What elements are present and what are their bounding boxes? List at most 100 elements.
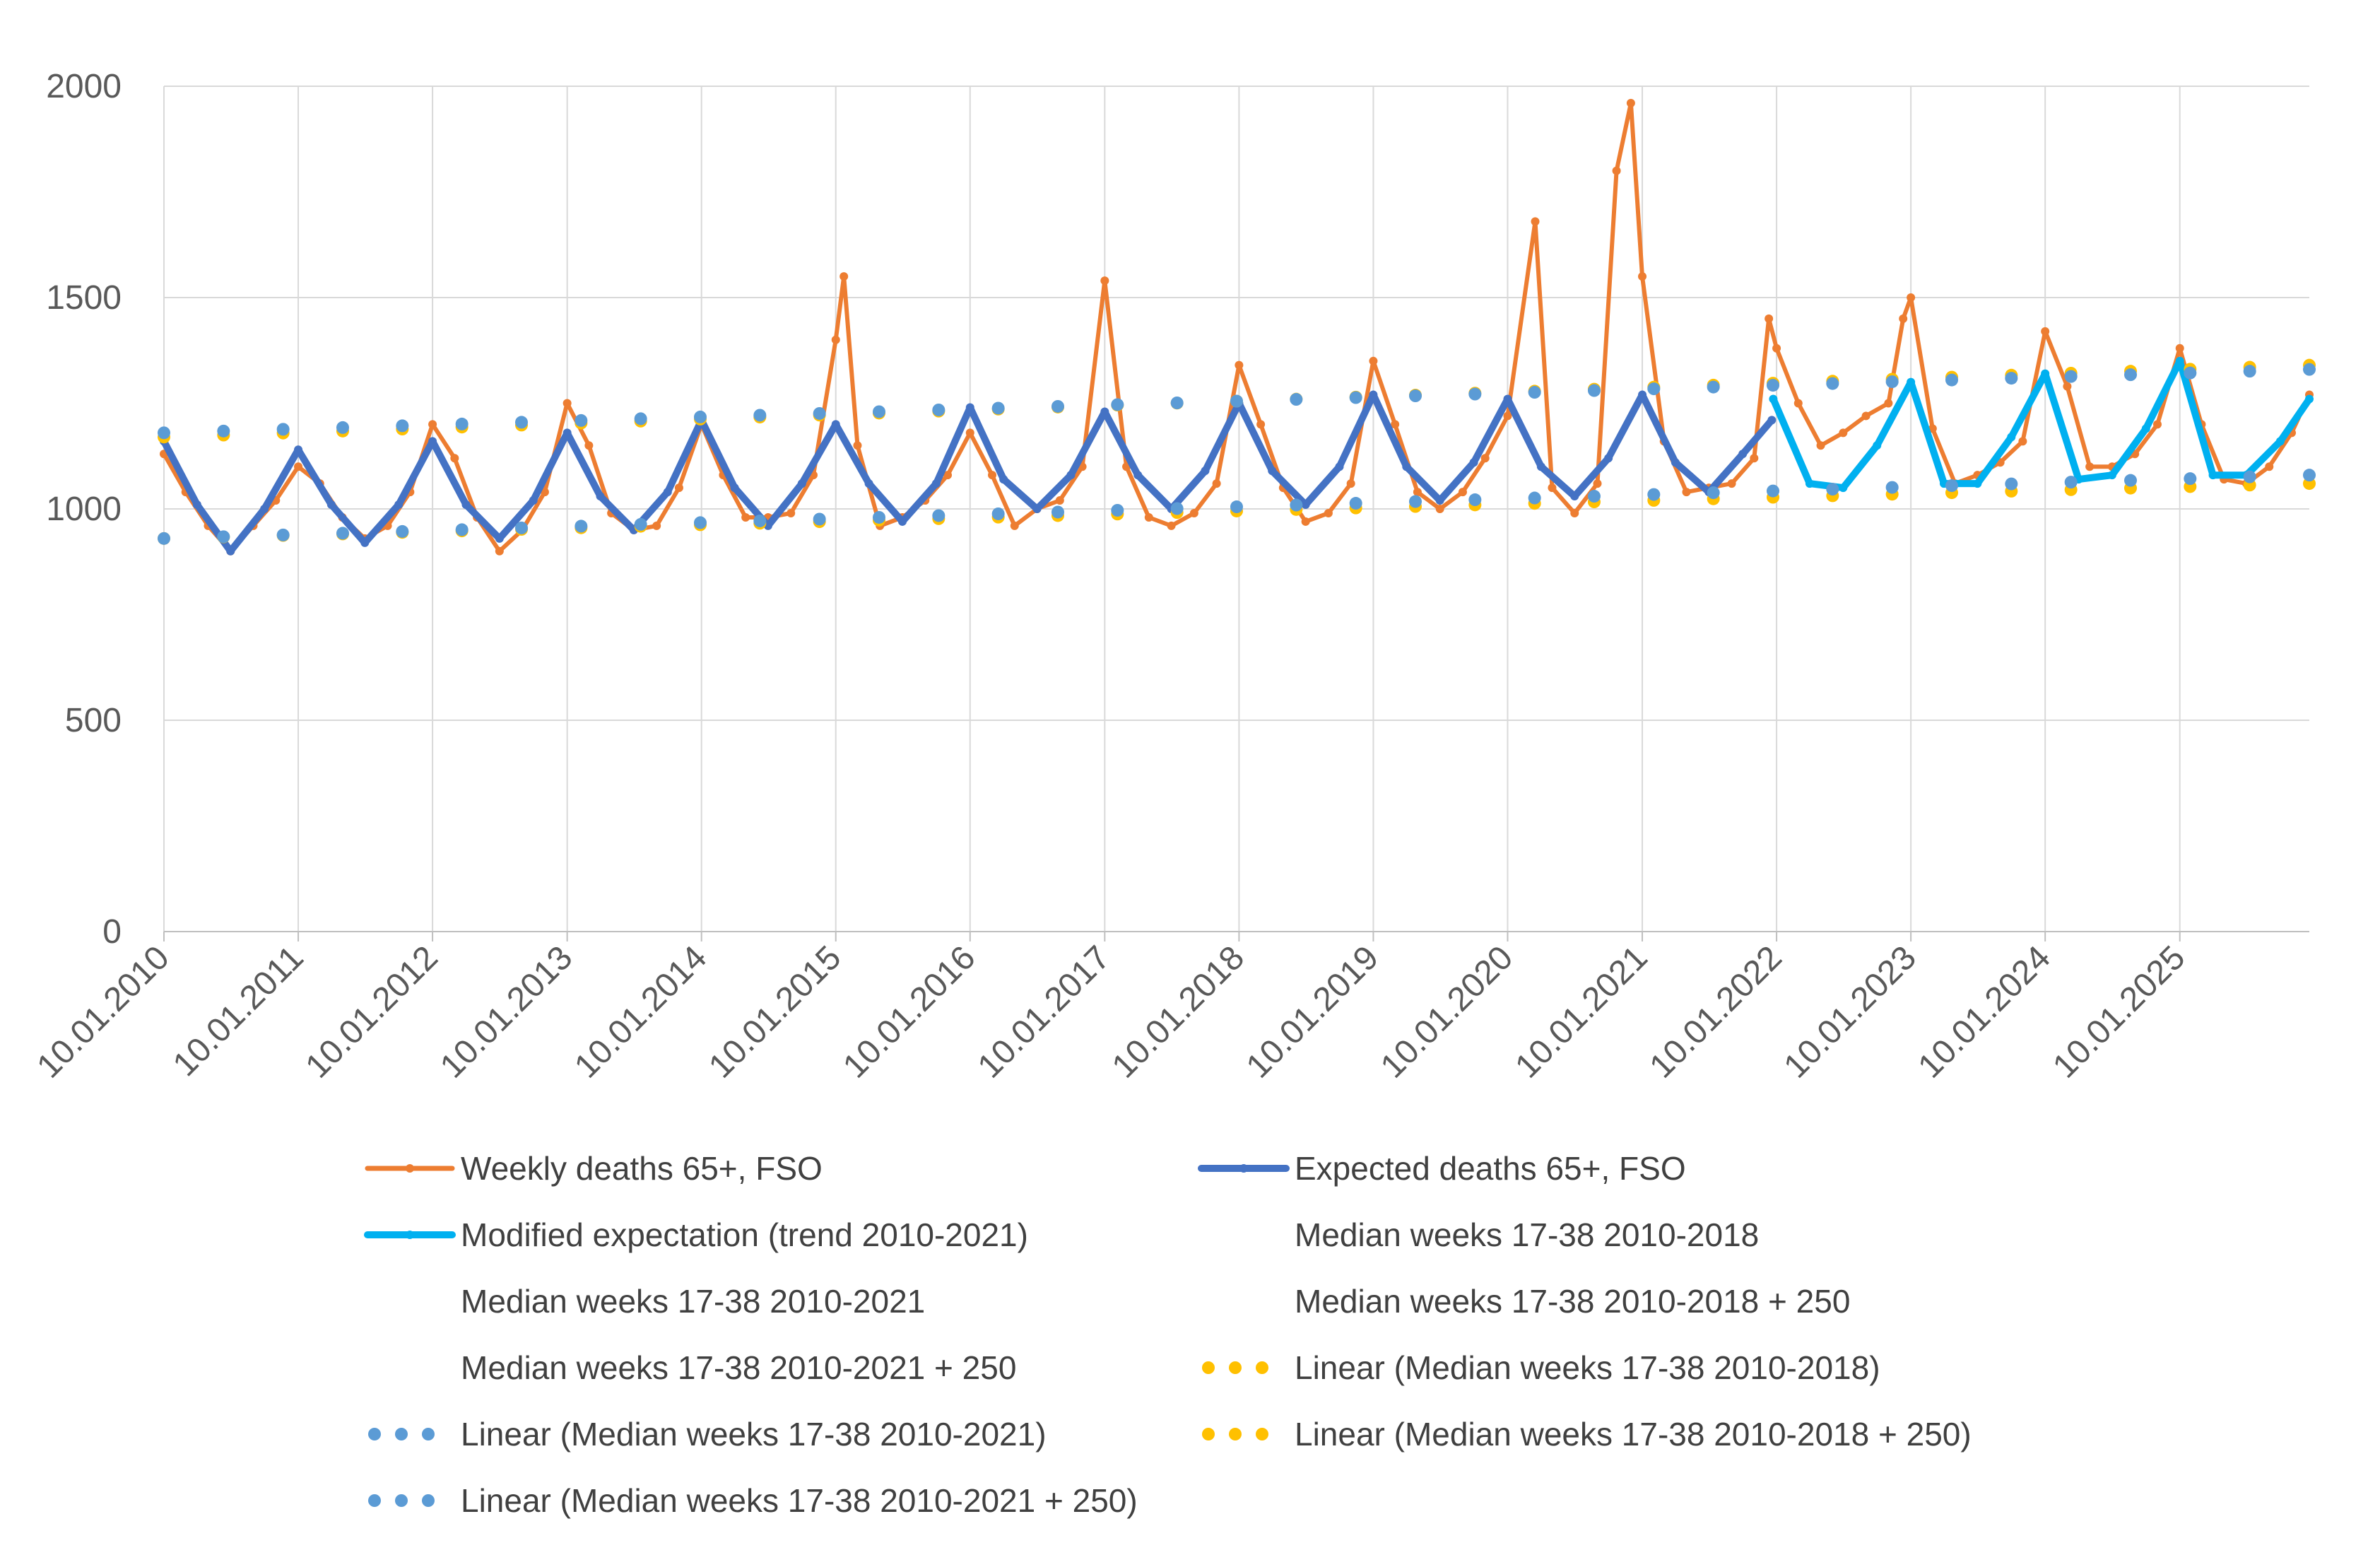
trendline-dot — [1111, 398, 1124, 411]
trendline-dot — [1826, 483, 1839, 496]
data-point — [294, 462, 303, 471]
trendline-dot — [515, 521, 528, 534]
data-point — [529, 496, 538, 505]
trendline-dot — [1647, 382, 1661, 396]
data-point — [394, 500, 403, 510]
data-point — [1604, 454, 1613, 463]
data-point — [1861, 411, 1871, 421]
data-point — [2175, 356, 2184, 365]
trendline-dot — [1647, 488, 1661, 501]
data-point — [294, 445, 303, 454]
trendline-dot — [1468, 493, 1482, 507]
data-point — [1531, 217, 1540, 226]
data-point — [226, 546, 235, 556]
trendline-dot — [276, 528, 290, 541]
trendline-dot — [694, 516, 707, 529]
data-point — [1671, 458, 1680, 467]
y-tick-label: 1000 — [46, 491, 122, 528]
data-point — [2265, 462, 2274, 471]
data-point — [1793, 399, 1803, 408]
trendline-dot — [634, 517, 647, 531]
data-point — [596, 492, 605, 501]
trendline-dot — [1170, 397, 1184, 410]
data-point — [1167, 521, 1176, 530]
data-point — [1738, 450, 1748, 459]
trendline-dot — [575, 413, 588, 427]
legend-swatch-dot — [422, 1494, 435, 1507]
trendline-dot — [873, 405, 885, 418]
data-point — [2041, 369, 2050, 378]
legend-swatch-dot — [1202, 1361, 1215, 1374]
trendline-dot — [158, 532, 170, 545]
data-point — [428, 420, 437, 429]
data-point — [797, 479, 806, 488]
plot-area — [158, 98, 2316, 556]
data-point — [1503, 411, 1512, 421]
data-point — [1458, 488, 1467, 497]
trendline-dot — [276, 423, 290, 436]
data-point — [1235, 360, 1244, 370]
data-point — [1212, 479, 1221, 488]
trendline-dot — [1409, 495, 1422, 508]
data-point — [741, 512, 750, 522]
data-point — [1839, 483, 1848, 493]
data-point — [1765, 314, 1774, 323]
trendline-dot — [455, 417, 469, 430]
legend-label: Expected deaths 65+, FSO — [1295, 1150, 1686, 1187]
data-point — [1907, 293, 1916, 302]
trendline-dot — [2184, 366, 2197, 380]
data-point — [1189, 508, 1198, 517]
y-tick-label: 0 — [102, 913, 122, 951]
legend-label: Linear (Median weeks 17-38 2010-2018) — [1295, 1349, 1880, 1386]
legend-swatch-dot — [1229, 1361, 1242, 1374]
data-point — [1032, 505, 1042, 513]
data-point — [495, 546, 504, 556]
data-point — [1010, 521, 1019, 530]
data-point — [2275, 437, 2285, 446]
trendline-dot — [396, 524, 409, 538]
legend-swatch-marker — [1239, 1164, 1248, 1173]
trendline-dot — [2124, 474, 2137, 487]
data-point — [562, 428, 572, 438]
data-point — [663, 488, 672, 497]
trendline-dot — [2124, 368, 2137, 382]
legend-swatch-dot — [1229, 1428, 1242, 1440]
trendline-dot — [1051, 505, 1064, 519]
data-point — [897, 517, 907, 526]
data-point — [1907, 377, 1916, 387]
data-point — [1268, 466, 1277, 476]
data-point — [1435, 496, 1444, 505]
trendline-dot — [1230, 394, 1243, 408]
data-point — [1435, 505, 1444, 513]
data-point — [831, 335, 840, 344]
data-point — [1201, 466, 1210, 476]
data-point — [1570, 492, 1579, 501]
trendline-dot — [932, 403, 945, 416]
data-point — [2152, 420, 2162, 429]
legend-label: Median weeks 17-38 2010-2018 — [1295, 1216, 1759, 1253]
trendline-dot — [2005, 477, 2018, 491]
data-point — [1324, 508, 1333, 517]
trendline-dot — [2184, 472, 2197, 486]
trendline-dot — [2243, 365, 2256, 378]
data-point — [1884, 399, 1893, 408]
legend: Weekly deaths 65+, FSO Expected deaths 65… — [364, 1150, 1972, 1519]
data-point — [965, 403, 974, 412]
trendline-dot — [873, 510, 885, 524]
data-point — [1301, 500, 1310, 510]
data-point — [326, 500, 336, 510]
data-point — [1570, 508, 1579, 517]
data-point — [2305, 394, 2314, 404]
data-point — [2007, 433, 2016, 442]
trendline-dot — [1290, 498, 1303, 512]
legend-label: Median weeks 17-38 2010-2021 + 250 — [461, 1349, 1016, 1386]
trendline-dot — [1230, 500, 1243, 514]
trendline-dot — [217, 530, 230, 544]
legend-swatch-dot — [1256, 1361, 1268, 1374]
data-point — [1638, 390, 1647, 399]
data-point — [730, 483, 739, 493]
y-tick-label: 1500 — [46, 279, 122, 317]
data-point — [260, 505, 269, 513]
data-point — [461, 500, 471, 510]
trendline-dot — [336, 527, 349, 540]
